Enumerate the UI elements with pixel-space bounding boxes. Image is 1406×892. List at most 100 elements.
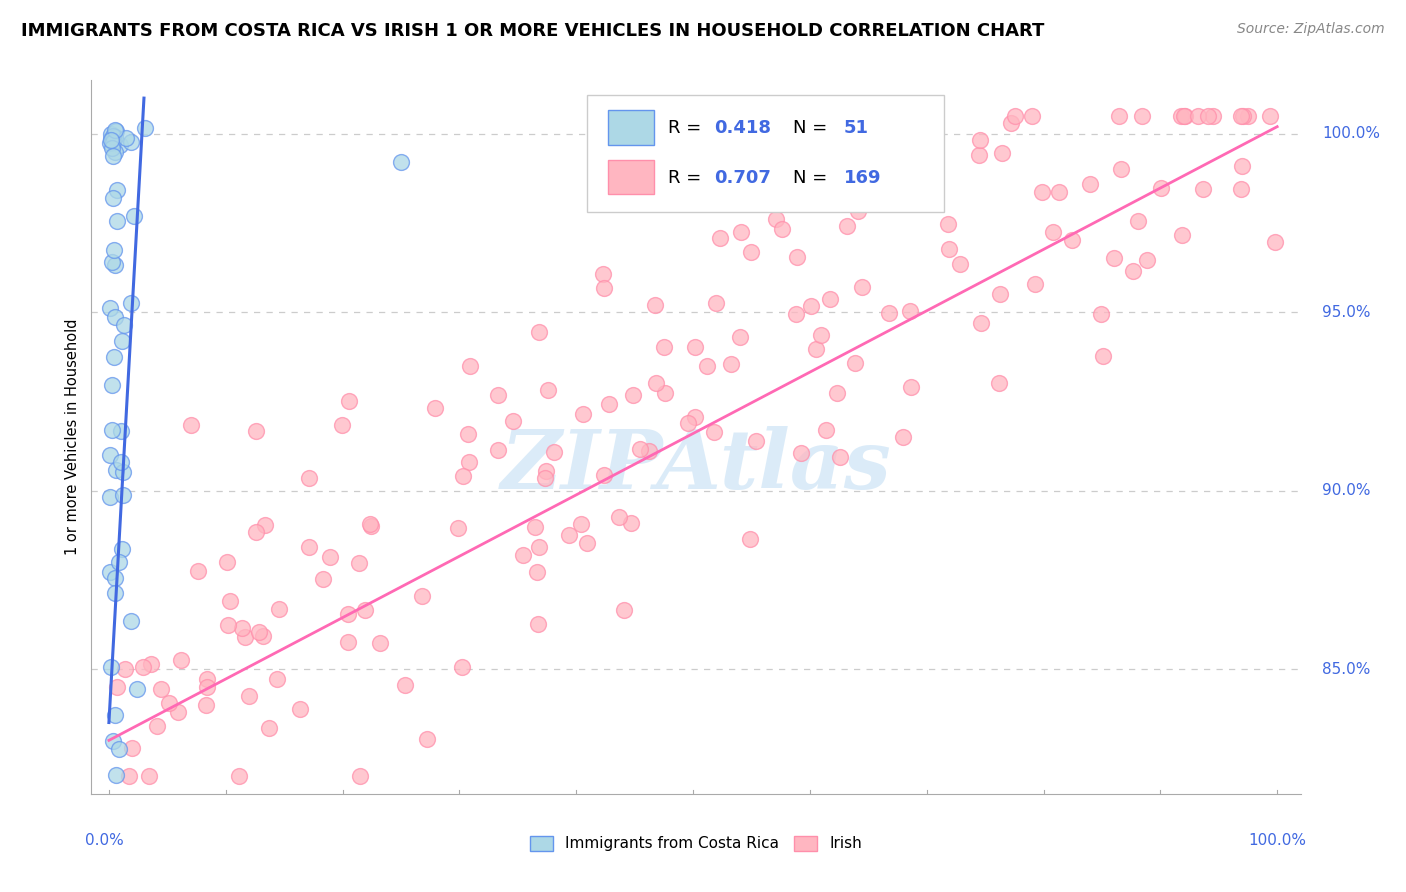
Point [103, 128, 125, 143]
Text: 100.0%: 100.0% [1249, 833, 1306, 848]
Point [891, 429, 914, 443]
Point [613, 603, 636, 617]
Point [1187, 109, 1209, 123]
Point [990, 146, 1012, 161]
Point [704, 296, 727, 310]
Point [107, 213, 129, 227]
Point [628, 442, 651, 457]
Point [1078, 177, 1101, 191]
Point [104, 258, 127, 272]
Point [1126, 214, 1149, 228]
Point [389, 155, 412, 169]
Point [105, 183, 128, 197]
Point [827, 386, 849, 401]
Point [457, 426, 479, 441]
Point [170, 652, 193, 666]
Point [101, 423, 124, 437]
Point [592, 267, 614, 281]
Point [347, 557, 370, 571]
Point [534, 471, 557, 485]
Point [620, 516, 643, 530]
Point [104, 708, 127, 723]
Text: N =: N = [793, 169, 832, 187]
Point [247, 624, 270, 639]
Point [1236, 109, 1258, 123]
Point [108, 742, 131, 756]
Point [800, 299, 823, 313]
Point [1130, 109, 1153, 123]
Point [720, 357, 742, 371]
Point [637, 443, 659, 458]
Point [1062, 233, 1084, 247]
Point [1109, 162, 1132, 177]
Point [543, 445, 565, 459]
Point [416, 732, 439, 747]
Point [453, 468, 475, 483]
Point [103, 123, 125, 137]
Point [1091, 349, 1114, 363]
Point [100, 127, 122, 141]
Text: 95.0%: 95.0% [1322, 305, 1371, 319]
Point [108, 555, 131, 569]
Point [851, 279, 873, 293]
Point [738, 533, 761, 547]
Point [111, 542, 134, 557]
Text: N =: N = [793, 120, 832, 137]
Point [125, 682, 148, 697]
Point [676, 416, 699, 430]
Point [101, 149, 124, 163]
Text: 100.0%: 100.0% [1322, 127, 1381, 141]
Point [238, 690, 260, 704]
Point [1202, 109, 1225, 123]
Point [652, 340, 675, 354]
Point [103, 734, 125, 748]
Point [187, 564, 209, 578]
Point [607, 510, 630, 524]
Point [368, 636, 391, 650]
FancyBboxPatch shape [588, 95, 943, 212]
Point [938, 242, 960, 256]
Point [536, 464, 558, 478]
Point [100, 133, 122, 147]
Point [1230, 159, 1253, 173]
Point [139, 657, 162, 672]
Point [644, 298, 666, 312]
Point [195, 681, 218, 695]
Point [1171, 227, 1194, 242]
Bar [607, 161, 654, 194]
Point [1021, 109, 1043, 123]
Point [298, 471, 321, 485]
Point [828, 450, 851, 464]
Point [215, 555, 238, 569]
Point [104, 586, 127, 600]
Point [645, 376, 668, 391]
Point [105, 681, 128, 695]
Point [349, 769, 371, 783]
Point [593, 280, 616, 294]
Point [460, 359, 482, 373]
Point [598, 397, 620, 411]
Point [104, 130, 127, 145]
Point [103, 243, 125, 257]
Point [447, 521, 470, 535]
Point [269, 602, 291, 616]
Point [900, 380, 922, 394]
Point [1264, 235, 1286, 250]
Point [912, 109, 935, 123]
Point [527, 325, 550, 339]
Point [103, 145, 125, 160]
Point [486, 443, 509, 458]
Point [1047, 185, 1070, 199]
Point [336, 607, 359, 621]
Point [451, 659, 474, 673]
Point [245, 524, 267, 539]
Point [98, 136, 121, 150]
Point [1149, 180, 1171, 194]
Point [987, 376, 1010, 390]
Point [100, 132, 122, 146]
Point [411, 589, 433, 603]
Point [138, 769, 160, 783]
Point [134, 121, 156, 136]
Point [683, 340, 706, 354]
Point [110, 334, 132, 349]
